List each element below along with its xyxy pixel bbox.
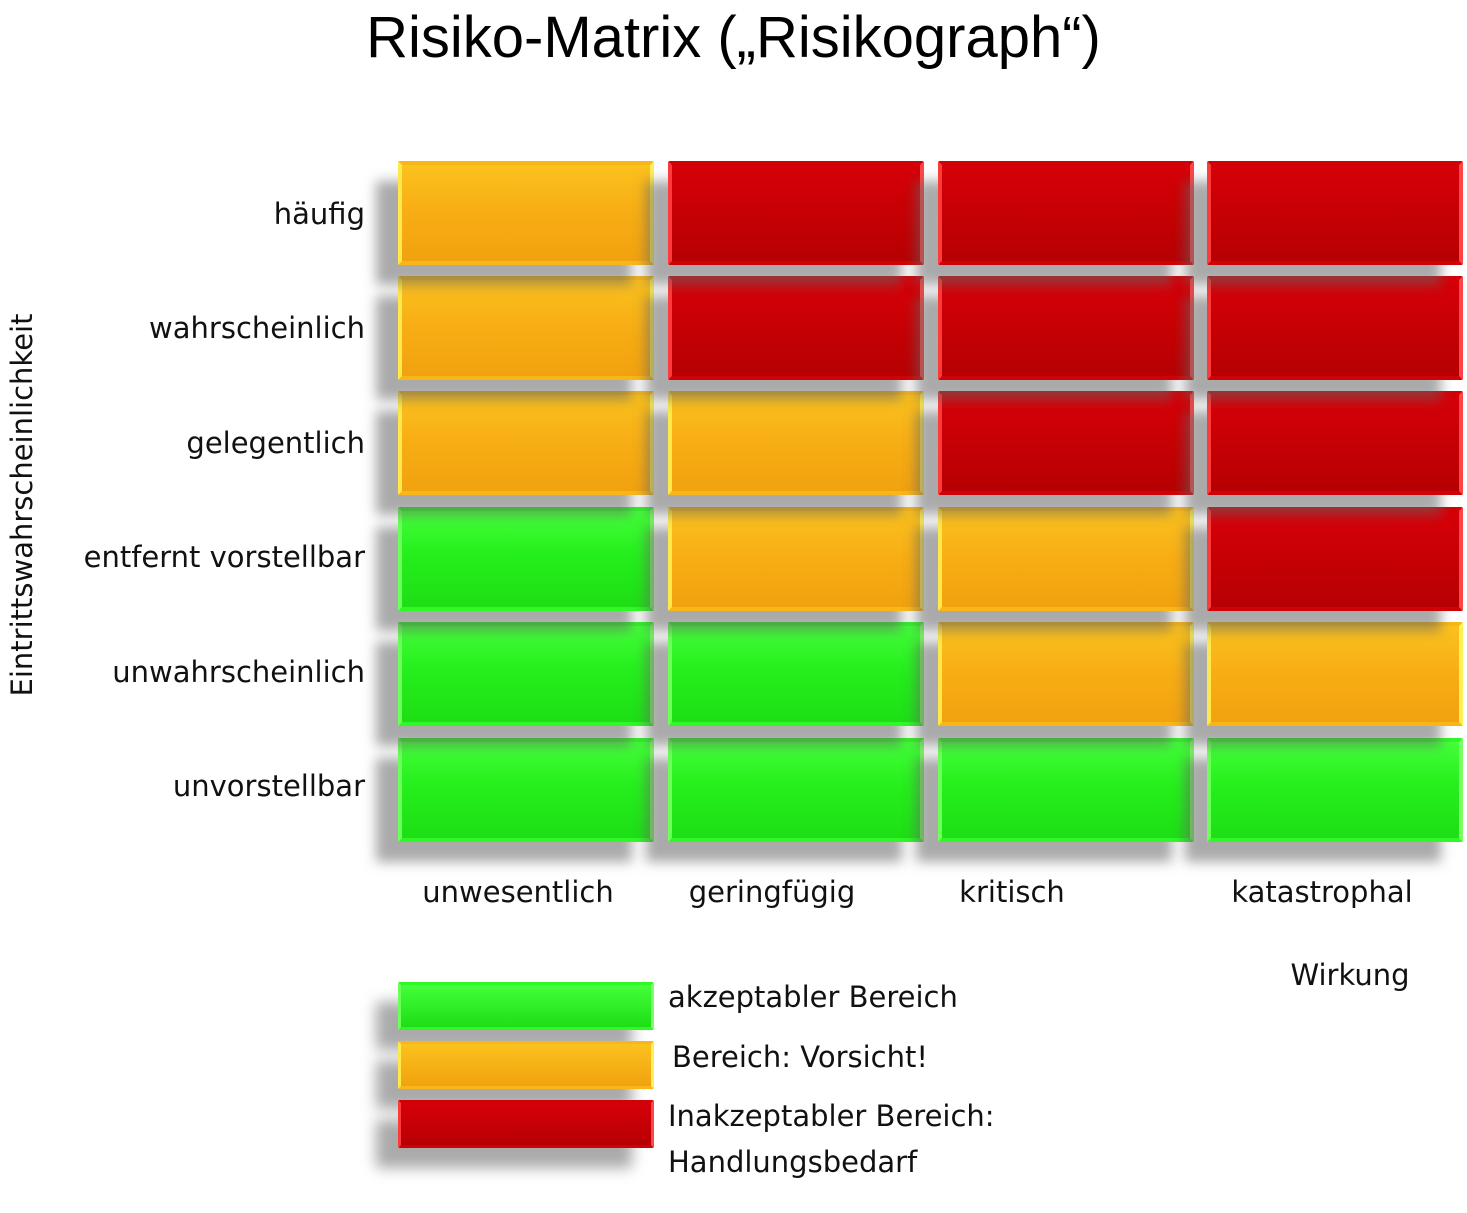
risk-cell-orange — [938, 507, 1194, 611]
legend-label-unacceptable-line1: Inakzeptabler Bereich: — [668, 1099, 995, 1133]
risk-cell-orange — [938, 622, 1194, 726]
row-label-entfernt-vorstellbar: entfernt vorstellbar — [83, 540, 365, 574]
legend-label-unacceptable-line2: Handlungsbedarf — [668, 1145, 918, 1179]
col-label-kritisch: kritisch — [959, 875, 1065, 909]
legend-label-acceptable: akzeptabler Bereich — [668, 980, 958, 1014]
risk-cell-orange — [668, 507, 924, 611]
legend-label-caution: Bereich: Vorsicht! — [672, 1040, 928, 1074]
risk-cell-green — [938, 738, 1194, 842]
x-axis-title: Wirkung — [1290, 958, 1410, 992]
risk-cell-orange — [668, 391, 924, 495]
risk-cell-green — [668, 738, 924, 842]
risk-cell-orange — [398, 391, 654, 495]
row-label-wahrscheinlich: wahrscheinlich — [149, 311, 365, 345]
risk-cell-green — [398, 507, 654, 611]
risk-cell-green — [398, 622, 654, 726]
row-label-haeufig: häufig — [273, 197, 365, 231]
row-label-unvorstellbar: unvorstellbar — [172, 769, 365, 803]
risk-cell-green — [398, 738, 654, 842]
col-label-katastrophal: katastrophal — [1231, 875, 1413, 909]
risk-cell-red — [1207, 276, 1463, 380]
risk-cell-orange — [1207, 622, 1463, 726]
risk-cell-red — [668, 276, 924, 380]
legend-swatch-acceptable — [398, 982, 654, 1030]
legend-swatch-caution — [398, 1041, 654, 1089]
risk-cell-green — [668, 622, 924, 726]
page-title: Risiko-Matrix („Risikograph“) — [366, 5, 1101, 70]
risk-cell-orange — [398, 276, 654, 380]
risk-cell-red — [938, 161, 1194, 265]
row-label-gelegentlich: gelegentlich — [186, 426, 365, 460]
risk-cell-red — [668, 161, 924, 265]
col-label-geringfuegig: geringfügig — [688, 875, 856, 909]
risk-cell-red — [1207, 161, 1463, 265]
legend-swatch-unacceptable — [398, 1100, 654, 1148]
risk-cell-red — [1207, 391, 1463, 495]
risk-cell-red — [1207, 507, 1463, 611]
risk-cell-red — [938, 391, 1194, 495]
risk-cell-green — [1207, 738, 1463, 842]
risk-cell-orange — [398, 161, 654, 265]
row-label-unwahrscheinlich: unwahrscheinlich — [112, 655, 365, 689]
risk-cell-red — [938, 276, 1194, 380]
col-label-unwesentlich: unwesentlich — [422, 875, 614, 909]
